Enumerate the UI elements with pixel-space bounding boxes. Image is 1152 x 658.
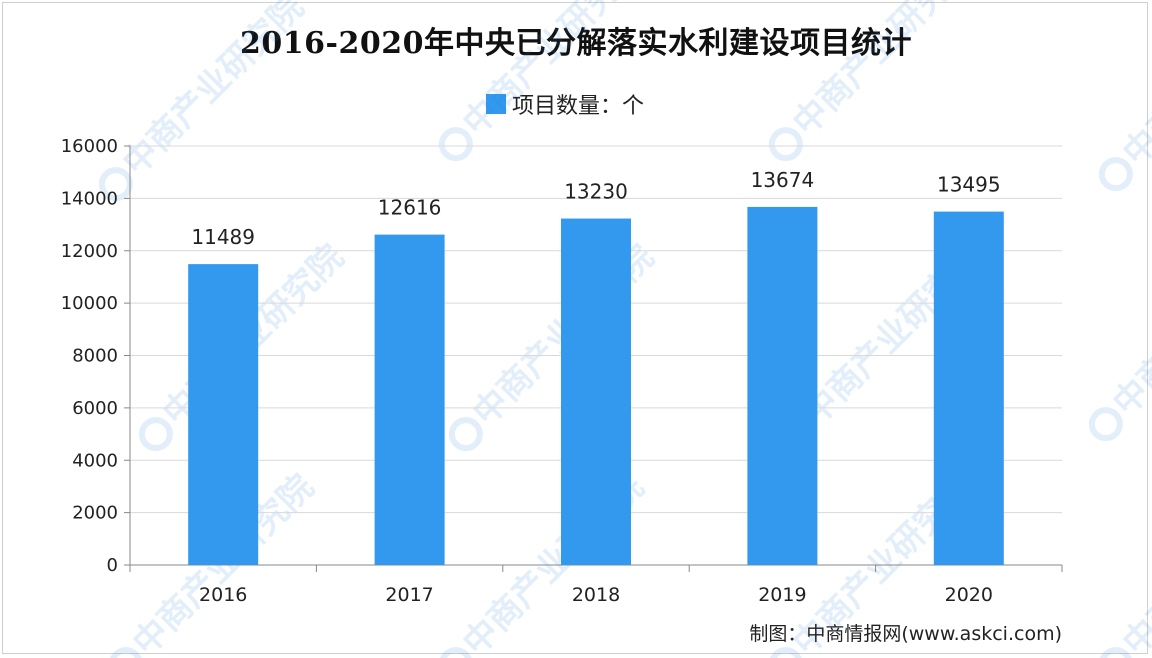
- legend: 项目数量：个: [486, 88, 644, 120]
- watermark-logo-icon: [1098, 157, 1133, 192]
- chart-title: 2016-2020年中央已分解落实水利建设项目统计: [240, 26, 912, 61]
- legend-label: 项目数量：个: [512, 94, 645, 119]
- bar-value-label: 11489: [191, 225, 255, 249]
- y-tick-label: 12000: [61, 241, 118, 262]
- labels: 11489 2016 12616 2017 13230 2018 13674 2019 1349…: [191, 168, 1000, 606]
- watermark-text: 中商产业研究院: [1115, 467, 1152, 658]
- bars: [188, 206, 1004, 566]
- watermark-text: 中商产业研究院: [455, 0, 652, 143]
- watermark-logo-icon: [438, 647, 473, 658]
- watermark-logo-icon: [768, 647, 803, 658]
- x-tick-label: 2019: [758, 584, 806, 606]
- source-note: 制图：中商情报网(www.askci.com): [749, 623, 1062, 645]
- watermark-logo-icon: [448, 417, 483, 452]
- bar-value-label: 13674: [751, 168, 815, 192]
- watermark-logo-icon: [438, 127, 473, 162]
- y-tick-label: 14000: [61, 188, 118, 209]
- bar: [747, 206, 818, 566]
- y-tick-label: 16000: [61, 136, 118, 157]
- bar: [561, 218, 631, 565]
- legend-swatch: [486, 94, 506, 114]
- watermark-text: 中商产业研究院: [1105, 227, 1152, 424]
- bar: [188, 264, 259, 565]
- watermark: 中商产业研究院: [768, 0, 982, 162]
- watermark-text: 中商产业研究院: [115, 0, 312, 183]
- watermark: 中商产业研究院: [1088, 227, 1152, 442]
- bar-value-label: 13230: [564, 180, 628, 204]
- y-tick-label: 0: [107, 555, 118, 576]
- watermark: 中商产业研究院: [1098, 0, 1152, 192]
- x-tick-label: 2017: [385, 584, 433, 606]
- y-tick-label: 6000: [72, 398, 118, 419]
- watermark: 中商产业研究院: [98, 0, 312, 202]
- y-tick-label: 4000: [72, 450, 118, 471]
- bar-value-label: 13495: [937, 173, 1001, 197]
- watermark-logo-icon: [768, 127, 803, 162]
- y-tick-label: 2000: [72, 503, 118, 524]
- watermark-text: 中商产业研究院: [785, 0, 982, 143]
- bar: [374, 234, 445, 565]
- watermark: 中商产业研究院: [438, 0, 652, 162]
- y-tick-label: 10000: [61, 293, 118, 314]
- watermark: 中商产业研究院: [1098, 467, 1152, 658]
- x-tick-label: 2020: [945, 584, 993, 606]
- watermark-text: 中商产业研究院: [1115, 0, 1152, 173]
- watermark-logo-icon: [1098, 647, 1133, 658]
- watermark-logo-icon: [1088, 407, 1123, 442]
- y-tick-label: 8000: [72, 346, 118, 367]
- watermark-logo-icon: [138, 417, 173, 452]
- bar-value-label: 12616: [378, 196, 442, 220]
- watermark-logo-icon: [108, 647, 143, 658]
- watermark-logo-icon: [98, 167, 133, 202]
- x-tick-label: 2018: [572, 584, 620, 606]
- bar: [933, 211, 1004, 566]
- x-tick-label: 2016: [199, 584, 247, 606]
